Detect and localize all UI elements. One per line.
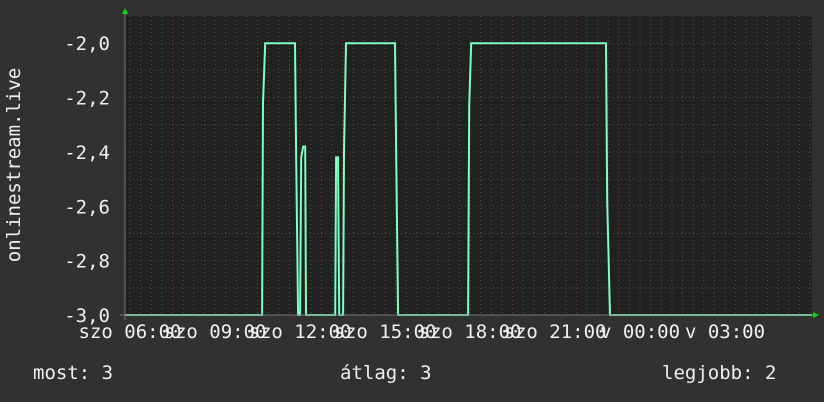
y-axis-ticks: -2,0 -2,2 -2,4 -2,6 -2,8 -3,0 — [64, 33, 110, 327]
y-tick-label: -2,0 — [64, 33, 110, 55]
x-tick-label: szo 18:00 — [419, 321, 522, 343]
legend-average: átlag: 3 — [340, 362, 432, 384]
x-tick-label: szo 06:00 — [79, 321, 182, 343]
y-tick-label: -2,6 — [64, 196, 110, 218]
y-axis-arrow-icon — [122, 8, 128, 14]
series-line — [125, 42, 812, 316]
legend-max: legjobb: 2 — [662, 362, 777, 384]
x-tick-label: szo 09:00 — [164, 321, 267, 343]
x-tick-label: szo 12:00 — [249, 321, 352, 343]
x-axis-arrow-icon — [813, 312, 819, 318]
x-tick-label: szo 15:00 — [334, 321, 437, 343]
y-tick-label: -3,0 — [64, 305, 110, 327]
x-tick-label: v 00:00 — [600, 321, 680, 343]
y-tick-label: -2,2 — [64, 88, 110, 110]
y-axis-label: onlinestream.live — [3, 68, 25, 262]
y-tick-label: -2,4 — [64, 142, 110, 164]
x-tick-label: v 03:00 — [685, 321, 765, 343]
legend-current: most: 3 — [33, 362, 114, 384]
x-tick-label: szo 21:00 — [504, 321, 607, 343]
y-tick-label: -2,8 — [64, 251, 110, 273]
